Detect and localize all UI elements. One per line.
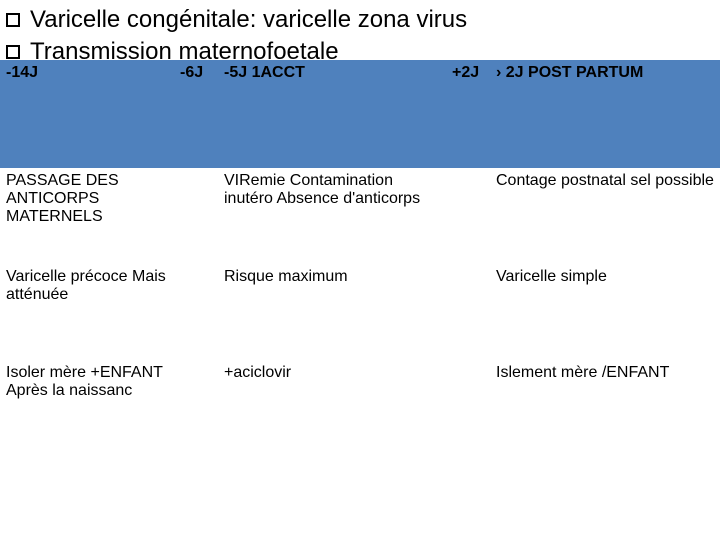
cell-empty xyxy=(174,360,218,456)
cell-empty xyxy=(446,360,490,456)
cell-empty xyxy=(446,264,490,360)
cell-empty xyxy=(174,264,218,360)
cell-empty xyxy=(446,168,490,264)
bullet-text: Varicelle congénitale: varicelle zona vi… xyxy=(30,6,467,34)
cell: +aciclovir xyxy=(218,360,446,456)
table-row: Varicelle précoce Mais atténuée Risque m… xyxy=(0,264,720,360)
bullet-item: Varicelle congénitale: varicelle zona vi… xyxy=(6,6,714,34)
table-row: PASSAGE DES ANTICORPS MATERNELS VIRemie … xyxy=(0,168,720,264)
table-row: Isoler mère +ENFANT Après la naissanc +a… xyxy=(0,360,720,456)
cell: Risque maximum xyxy=(218,264,446,360)
cell: VIRemie Contamination inutéro Absence d'… xyxy=(218,168,446,264)
cell: Islement mère /ENFANT xyxy=(490,360,720,456)
hdr-c0: -14J xyxy=(0,60,174,168)
cell: PASSAGE DES ANTICORPS MATERNELS xyxy=(0,168,174,264)
cell: Varicelle précoce Mais atténuée xyxy=(0,264,174,360)
hdr-c1: -6J xyxy=(174,60,218,168)
bullet-list: Varicelle congénitale: varicelle zona vi… xyxy=(0,0,720,66)
cell: Isoler mère +ENFANT Après la naissanc xyxy=(0,360,174,456)
timeline-table: -14J -6J -5J 1ACCT +2J › 2J POST PARTUM … xyxy=(0,60,720,456)
cell: Contage postnatal sel possible xyxy=(490,168,720,264)
bullet-icon xyxy=(6,13,20,27)
bullet-icon xyxy=(6,45,20,59)
table-header-row: -14J -6J -5J 1ACCT +2J › 2J POST PARTUM xyxy=(0,60,720,168)
cell-empty xyxy=(174,168,218,264)
hdr-c2: -5J 1ACCT xyxy=(218,60,446,168)
cell: Varicelle simple xyxy=(490,264,720,360)
hdr-c3: +2J xyxy=(446,60,490,168)
hdr-c4: › 2J POST PARTUM xyxy=(490,60,720,168)
